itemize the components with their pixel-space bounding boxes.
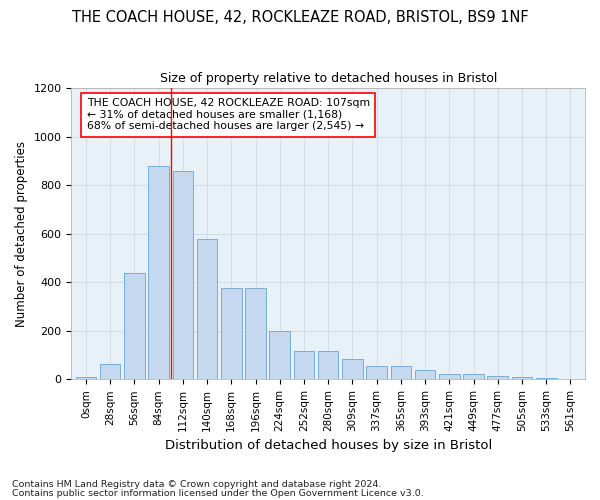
- Bar: [221, 288, 242, 380]
- Bar: [367, 366, 387, 380]
- Text: THE COACH HOUSE, 42 ROCKLEAZE ROAD: 107sqm
← 31% of detached houses are smaller : THE COACH HOUSE, 42 ROCKLEAZE ROAD: 107s…: [87, 98, 370, 132]
- Bar: [439, 374, 460, 380]
- Bar: [173, 170, 193, 380]
- Bar: [318, 352, 338, 380]
- Bar: [269, 331, 290, 380]
- Text: Contains public sector information licensed under the Open Government Licence v3: Contains public sector information licen…: [12, 488, 424, 498]
- Bar: [148, 166, 169, 380]
- Bar: [512, 377, 532, 380]
- Bar: [463, 374, 484, 380]
- Bar: [487, 376, 508, 380]
- Bar: [560, 378, 581, 380]
- Bar: [536, 378, 557, 380]
- X-axis label: Distribution of detached houses by size in Bristol: Distribution of detached houses by size …: [164, 440, 492, 452]
- Bar: [293, 352, 314, 380]
- Bar: [342, 358, 363, 380]
- Bar: [124, 272, 145, 380]
- Text: Contains HM Land Registry data © Crown copyright and database right 2024.: Contains HM Land Registry data © Crown c…: [12, 480, 382, 489]
- Bar: [76, 377, 96, 380]
- Bar: [415, 370, 436, 380]
- Bar: [391, 366, 411, 380]
- Bar: [197, 238, 217, 380]
- Title: Size of property relative to detached houses in Bristol: Size of property relative to detached ho…: [160, 72, 497, 86]
- Text: THE COACH HOUSE, 42, ROCKLEAZE ROAD, BRISTOL, BS9 1NF: THE COACH HOUSE, 42, ROCKLEAZE ROAD, BRI…: [71, 10, 529, 25]
- Bar: [100, 364, 121, 380]
- Bar: [245, 288, 266, 380]
- Y-axis label: Number of detached properties: Number of detached properties: [15, 140, 28, 326]
